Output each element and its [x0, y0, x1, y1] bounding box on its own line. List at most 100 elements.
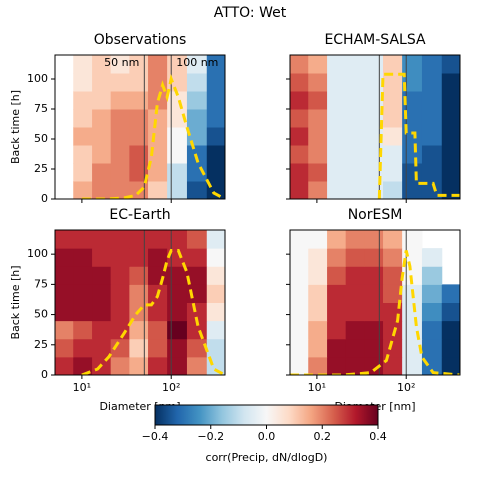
- heat-cell: [308, 320, 328, 340]
- heat-cell: [92, 248, 112, 267]
- heat-cell: [186, 91, 208, 110]
- heat-cell: [73, 230, 93, 249]
- annotation: 50 nm: [104, 56, 139, 69]
- heat-cell: [402, 109, 423, 128]
- colorbar-tick-label: 0.4: [369, 430, 387, 443]
- heat-cell: [402, 181, 423, 199]
- heat-cell: [92, 73, 112, 92]
- heat-cell: [167, 320, 188, 340]
- panel: ECHAM-SALSA: [286, 32, 461, 203]
- heat-cell: [290, 356, 309, 375]
- heat-cell: [55, 248, 74, 267]
- heat-cell: [73, 181, 93, 199]
- heat-cell: [345, 73, 365, 92]
- heat-cell: [327, 302, 347, 322]
- heat-cell: [327, 145, 347, 164]
- axes-frame: [289, 54, 461, 200]
- heat-cell: [148, 181, 168, 199]
- heat-cell: [129, 91, 149, 110]
- heat-cell: [402, 145, 423, 164]
- heat-cell: [73, 91, 93, 110]
- heat-cell: [110, 55, 130, 74]
- y-tick-label: 0: [41, 192, 48, 205]
- y-tick-label: 50: [34, 308, 48, 321]
- heat-cell: [364, 338, 384, 358]
- heat-cell: [327, 163, 347, 182]
- y-tick-label: 0: [41, 368, 48, 381]
- heat-cell: [167, 181, 188, 199]
- heat-cell: [421, 109, 443, 128]
- heat-cell: [290, 145, 309, 164]
- heat-cell: [186, 356, 208, 375]
- heat-cell: [327, 356, 347, 375]
- heat-cell: [206, 73, 225, 92]
- heat-cell: [148, 248, 168, 267]
- heat-cell: [186, 145, 208, 164]
- heat-cell: [92, 230, 112, 249]
- heat-cell: [148, 302, 168, 322]
- heat-cell: [308, 127, 328, 146]
- heat-cell: [290, 91, 309, 110]
- heat-cell: [421, 145, 443, 164]
- heat-cell: [421, 127, 443, 146]
- x-tick-label: 10¹: [308, 381, 326, 394]
- heat-cell: [92, 338, 112, 358]
- heat-cell: [110, 73, 130, 92]
- heat-cell: [383, 127, 403, 146]
- heat-cell: [308, 109, 328, 128]
- heat-cell: [129, 145, 149, 164]
- heat-cell: [110, 109, 130, 128]
- heat-cell: [402, 230, 423, 249]
- heat-cell: [148, 320, 168, 340]
- panel-title: EC-Earth: [109, 207, 170, 223]
- heat-cell: [327, 127, 347, 146]
- heat-cell: [129, 109, 149, 128]
- heat-cell: [441, 338, 460, 358]
- heat-cell: [402, 356, 423, 375]
- heat-cell: [148, 356, 168, 375]
- y-tick-label: 75: [34, 102, 48, 115]
- heat-cell: [345, 266, 365, 285]
- heat-cell: [290, 266, 309, 285]
- heat-cell: [364, 73, 384, 92]
- heat-cell: [383, 73, 403, 92]
- heat-cell: [129, 320, 149, 340]
- heat-cell: [148, 127, 168, 146]
- heat-cell: [308, 248, 328, 267]
- heat-cell: [290, 109, 309, 128]
- heat-cell: [290, 320, 309, 340]
- heat-cell: [129, 284, 149, 303]
- heat-cell: [441, 73, 460, 92]
- heat-cell: [345, 302, 365, 322]
- y-tick-label: 100: [27, 247, 48, 260]
- heat-cell: [421, 266, 443, 285]
- heat-cell: [148, 230, 168, 249]
- heat-cell: [383, 230, 403, 249]
- heat-cell: [167, 109, 188, 128]
- heat-cell: [421, 73, 443, 92]
- heat-cell: [148, 338, 168, 358]
- heat-cell: [441, 320, 460, 340]
- heat-cell: [110, 284, 130, 303]
- axes-frame: [54, 229, 226, 376]
- heat-cell: [421, 248, 443, 267]
- heat-cell: [402, 163, 423, 182]
- heat-cell: [402, 55, 423, 74]
- heat-cell: [129, 356, 149, 375]
- heat-cell: [55, 230, 74, 249]
- heat-cell: [383, 284, 403, 303]
- heat-cell: [421, 302, 443, 322]
- heat-cell: [73, 55, 93, 74]
- heat-cell: [92, 320, 112, 340]
- heat-cell: [364, 91, 384, 110]
- heat-cell: [308, 55, 328, 74]
- heat-cell: [308, 284, 328, 303]
- heat-cell: [167, 127, 188, 146]
- heat-cell: [206, 127, 225, 146]
- heat-cell: [364, 109, 384, 128]
- heat-cell: [55, 320, 74, 340]
- heat-cell: [327, 181, 347, 199]
- heat-cell: [290, 127, 309, 146]
- heat-cell: [345, 356, 365, 375]
- size-distribution-line: [81, 249, 225, 375]
